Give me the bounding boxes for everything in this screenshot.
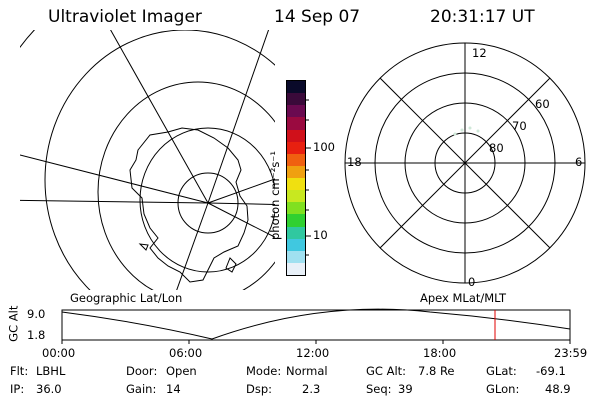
seq-value: 39: [398, 382, 413, 396]
x-tick-1800: 18:00: [423, 346, 457, 360]
colorbar-band: [287, 262, 305, 275]
altitude-ymax: 9.0: [27, 307, 46, 321]
colorbar-tick-10: 10: [313, 228, 328, 242]
mlt-label-18: 18: [347, 155, 362, 169]
colorbar-band: [287, 250, 305, 263]
colorbar-band: [287, 105, 305, 118]
ip-value: 36.0: [36, 382, 62, 396]
image-time: 20:31:17 UT: [430, 7, 535, 27]
glat-value: -69.1: [536, 364, 566, 378]
mlat-label-60: 60: [535, 97, 550, 111]
flt-value: LBHL: [36, 364, 66, 378]
glon-value: 48.9: [545, 382, 571, 396]
mlt-label-6: 6: [575, 155, 583, 169]
colorbar-band: [287, 226, 305, 239]
mlat-label-70: 70: [512, 119, 527, 133]
colorbar-band: [287, 165, 305, 178]
colorbar-band: [287, 202, 305, 215]
mode-label: Mode:: [246, 364, 282, 378]
altitude-ylabel: GC Alt: [6, 305, 21, 342]
glat-label: GLat:: [486, 364, 517, 378]
app-title: Ultraviolet Imager: [48, 7, 202, 27]
seq-label: Seq:: [366, 382, 392, 396]
image-date: 14 Sep 07: [274, 7, 361, 27]
door-label: Door:: [126, 364, 158, 378]
mlt-label-0: 0: [468, 275, 476, 289]
color-scale-bar: [286, 80, 306, 276]
x-tick-0600: 06:00: [169, 346, 203, 360]
gcalt-label: GC Alt:: [366, 364, 407, 378]
gain-value: 14: [166, 382, 181, 396]
dsp-label: Dsp:: [246, 382, 273, 396]
colorbar-band: [287, 153, 305, 166]
gain-label: Gain:: [126, 382, 157, 396]
polar-map-label: Apex MLat/MLT: [420, 291, 507, 305]
geo-map-label: Geographic Lat/Lon: [70, 291, 183, 305]
colorbar-band: [287, 117, 305, 130]
altitude-ymin: 1.8: [27, 328, 46, 342]
glon-label: GLon:: [486, 382, 520, 396]
gcalt-value: 7.8 Re: [418, 364, 455, 378]
x-tick-2359: 23:59: [554, 346, 588, 360]
colorbar-tick-100: 100: [313, 140, 335, 154]
colorbar-band: [287, 93, 305, 106]
dsp-value: 2.3: [302, 382, 321, 396]
colorbar-band: [287, 81, 305, 94]
mlat-label-80: 80: [489, 141, 504, 155]
colorbar-band: [287, 238, 305, 251]
colorbar-band: [287, 178, 305, 191]
flt-label: Flt:: [10, 364, 29, 378]
colorbar-band: [287, 214, 305, 227]
colorbar-band: [287, 190, 305, 203]
ip-label: IP:: [10, 382, 25, 396]
colorbar-band: [287, 129, 305, 142]
x-tick-0000: 00:00: [42, 346, 76, 360]
x-tick-1200: 12:00: [296, 346, 330, 360]
colorbar-band: [287, 141, 305, 154]
mlt-label-12: 12: [472, 46, 487, 60]
door-value: Open: [166, 364, 197, 378]
mode-value: Normal: [286, 364, 328, 378]
